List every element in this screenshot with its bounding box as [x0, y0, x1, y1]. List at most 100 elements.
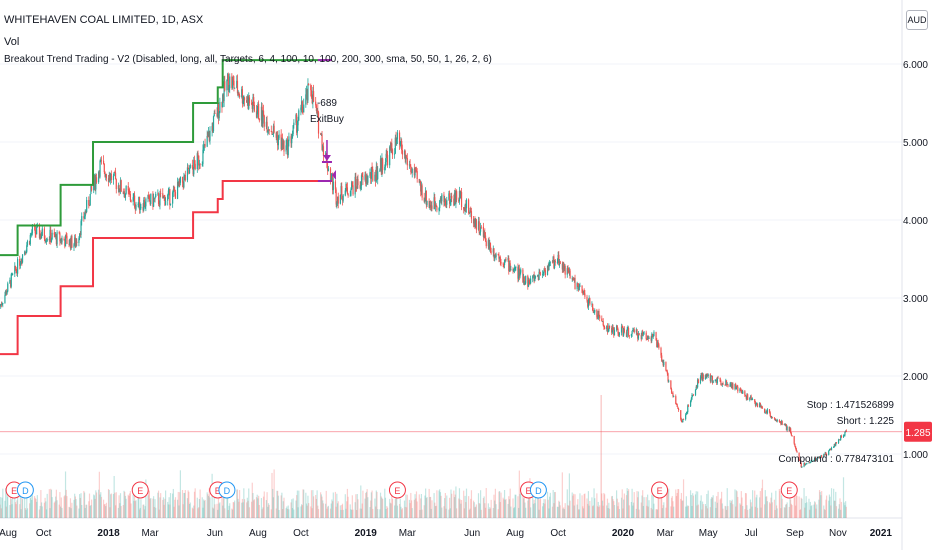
candle-body: [399, 142, 401, 145]
candle-body: [405, 156, 407, 160]
volume-bar: [290, 502, 292, 518]
candle-body: [779, 421, 781, 423]
volume-bar: [482, 498, 485, 518]
candle-body: [329, 168, 332, 181]
volume-bar: [559, 505, 561, 518]
candle-body: [361, 175, 363, 177]
volume-bar: [329, 508, 332, 518]
volume-bar: [732, 504, 734, 518]
candle-body: [374, 174, 377, 182]
dividend-marker[interactable]: [218, 481, 236, 499]
volume-bar: [165, 490, 167, 518]
candle-body: [408, 164, 411, 166]
volume-bar: [637, 491, 640, 518]
candle-body: [513, 269, 515, 271]
candle-body: [744, 391, 746, 396]
candle-body: [346, 183, 348, 188]
volume-indicator-label[interactable]: Vol: [4, 36, 20, 48]
candle-body: [742, 391, 744, 394]
candle-body: [750, 396, 752, 401]
volume-bar: [582, 508, 585, 518]
candle-body: [24, 251, 26, 253]
volume-bar: [278, 509, 280, 518]
volume-bar: [469, 508, 471, 518]
candle-body: [745, 395, 747, 399]
volume-bar: [740, 504, 742, 518]
candle-body: [527, 280, 530, 287]
volume-bar: [833, 488, 835, 518]
candle-body: [835, 442, 838, 444]
earnings-marker[interactable]: [388, 481, 406, 499]
volume-bar: [483, 496, 485, 518]
volume-bar: [594, 498, 596, 518]
candle-body: [749, 397, 751, 400]
volume-bar: [789, 496, 791, 518]
volume-bar: [396, 489, 398, 518]
volume-bar: [428, 488, 430, 518]
volume-bar: [1, 497, 3, 518]
candle-body: [113, 171, 115, 176]
current-price-badge[interactable]: [904, 421, 932, 442]
candle-body: [443, 194, 445, 203]
earnings-marker[interactable]: [780, 481, 798, 499]
volume-bar: [843, 502, 845, 518]
volume-bar: [706, 493, 708, 518]
earnings-marker[interactable]: [651, 481, 669, 499]
volume-bar: [34, 497, 36, 518]
volume-bar: [181, 489, 184, 518]
candle-body: [485, 241, 487, 247]
volume-bar: [823, 505, 825, 518]
candle-body: [262, 110, 264, 124]
candle-body: [579, 285, 581, 287]
volume-bar: [766, 496, 768, 518]
dividend-marker[interactable]: [16, 481, 34, 499]
candle-body: [534, 276, 536, 282]
candle-body: [216, 113, 218, 117]
volume-bar: [98, 471, 100, 518]
volume-bar: [453, 497, 456, 518]
time-tick-label: Oct: [550, 528, 566, 539]
strategy-indicator-label[interactable]: Breakout Trend Trading - V2 (Disabled, l…: [4, 54, 492, 65]
volume-bar: [544, 503, 546, 518]
candle-body: [505, 259, 507, 261]
volume-bar: [579, 493, 581, 518]
candle-body: [248, 97, 251, 104]
volume-bar: [678, 489, 680, 518]
candle-body: [691, 394, 693, 399]
volume-bar: [352, 509, 354, 518]
volume-bar: [263, 491, 265, 518]
candle-body: [830, 448, 832, 451]
volume-bar: [312, 490, 314, 518]
earnings-marker[interactable]: [131, 481, 149, 499]
candle-body: [809, 462, 811, 464]
volume-bar: [267, 506, 269, 518]
candle-body: [463, 207, 465, 210]
volume-bar: [756, 507, 759, 518]
candle-body: [630, 334, 632, 337]
candle-body: [236, 80, 238, 88]
currency-button[interactable]: AUD: [906, 10, 928, 30]
candle-body: [159, 193, 161, 206]
candle-body: [601, 321, 604, 323]
candle-body: [315, 105, 318, 111]
volume-bar: [635, 508, 637, 518]
volume-bar: [687, 505, 690, 518]
volume-bar: [351, 495, 353, 518]
candle-body: [587, 301, 590, 307]
volume-bar: [692, 493, 694, 518]
candle-body: [404, 150, 406, 160]
candle-body: [184, 174, 186, 177]
volume-bar: [153, 496, 155, 518]
volume-bar: [740, 491, 742, 518]
volume-bar: [700, 495, 702, 518]
volume-bar: [346, 501, 348, 518]
volume-bar: [608, 508, 611, 518]
time-axis[interactable]: Aug Oct 2018 Mar Jun Aug Oct 2019 Mar Jun Aug Oct 20…: [0, 528, 892, 539]
volume-bar: [498, 491, 500, 518]
volume-bar: [591, 497, 593, 518]
dividend-marker[interactable]: [529, 481, 547, 499]
candle-body: [764, 412, 766, 414]
